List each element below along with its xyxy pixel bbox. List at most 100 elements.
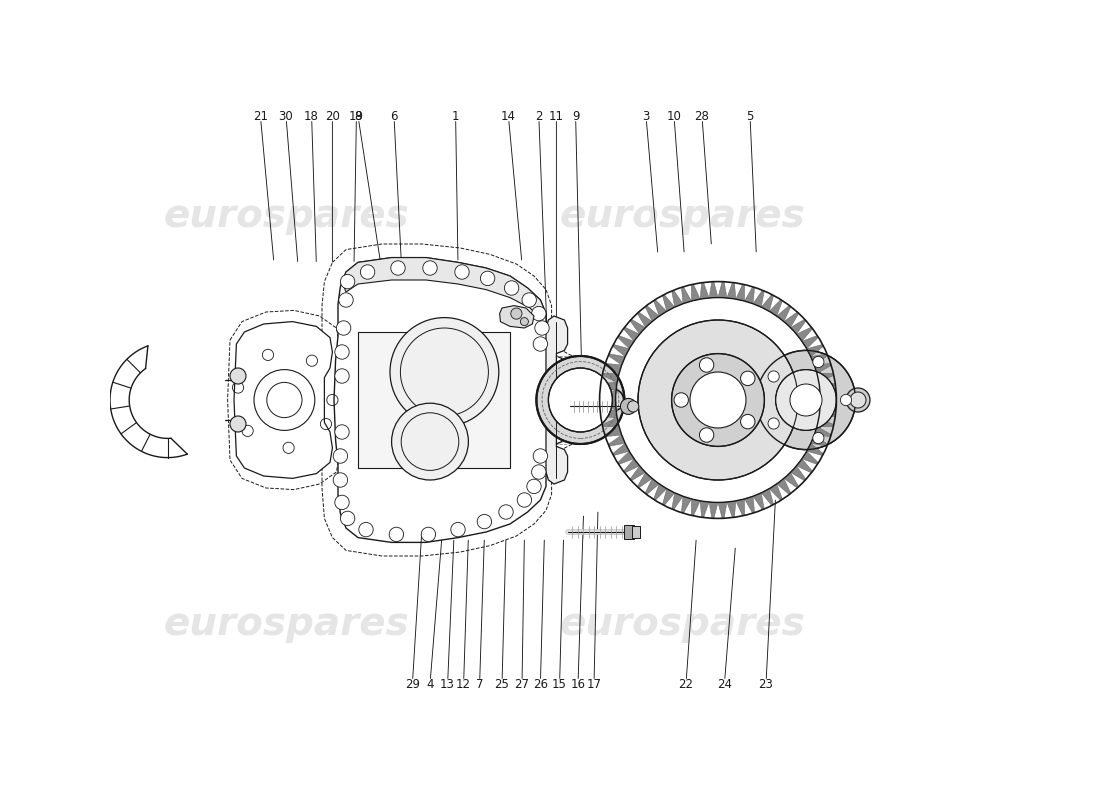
Polygon shape: [546, 316, 568, 484]
Circle shape: [421, 527, 436, 542]
Circle shape: [846, 388, 870, 412]
Text: 24: 24: [717, 678, 732, 690]
Text: 27: 27: [515, 678, 529, 690]
Text: 23: 23: [759, 678, 773, 690]
Polygon shape: [710, 502, 718, 518]
Polygon shape: [727, 501, 736, 518]
Circle shape: [520, 318, 528, 326]
Polygon shape: [681, 496, 692, 514]
Circle shape: [390, 261, 405, 275]
Circle shape: [510, 308, 522, 319]
Text: 12: 12: [456, 678, 471, 690]
Polygon shape: [662, 294, 674, 311]
Polygon shape: [817, 374, 834, 382]
Polygon shape: [818, 382, 836, 391]
Polygon shape: [499, 306, 534, 328]
Circle shape: [422, 261, 437, 275]
Polygon shape: [718, 282, 727, 298]
Circle shape: [549, 368, 613, 432]
Polygon shape: [811, 435, 828, 446]
Polygon shape: [769, 299, 782, 316]
Polygon shape: [637, 312, 652, 327]
Text: eurospares: eurospares: [559, 605, 805, 643]
Polygon shape: [602, 418, 619, 426]
Polygon shape: [613, 345, 629, 357]
Circle shape: [850, 392, 866, 408]
Circle shape: [690, 372, 746, 428]
Circle shape: [390, 318, 498, 426]
Circle shape: [340, 511, 355, 526]
Text: 20: 20: [324, 110, 340, 122]
Text: 1: 1: [452, 110, 460, 122]
Polygon shape: [745, 286, 755, 304]
Circle shape: [333, 449, 348, 463]
Polygon shape: [600, 391, 616, 400]
Polygon shape: [624, 525, 634, 539]
Circle shape: [392, 403, 469, 480]
Circle shape: [692, 400, 708, 416]
Polygon shape: [701, 282, 710, 299]
Polygon shape: [630, 319, 646, 334]
Polygon shape: [631, 526, 639, 538]
Circle shape: [481, 271, 495, 286]
Circle shape: [531, 306, 546, 321]
Polygon shape: [806, 443, 824, 455]
Polygon shape: [754, 290, 764, 307]
Circle shape: [740, 414, 755, 429]
Circle shape: [700, 358, 714, 372]
Polygon shape: [681, 286, 692, 304]
Text: 10: 10: [667, 110, 681, 122]
Polygon shape: [358, 332, 510, 468]
Circle shape: [672, 354, 764, 446]
Polygon shape: [802, 335, 818, 349]
Text: 25: 25: [495, 678, 509, 690]
Text: 7: 7: [476, 678, 483, 690]
Polygon shape: [662, 489, 674, 506]
Polygon shape: [769, 484, 782, 501]
Circle shape: [334, 495, 349, 510]
Text: 16: 16: [571, 678, 585, 690]
Text: 18: 18: [305, 110, 319, 122]
Text: 21: 21: [253, 110, 268, 122]
Text: 17: 17: [586, 678, 602, 690]
Text: 2: 2: [535, 110, 542, 122]
Polygon shape: [601, 409, 617, 418]
Circle shape: [334, 369, 349, 383]
Polygon shape: [710, 282, 718, 298]
Circle shape: [531, 465, 546, 479]
Circle shape: [389, 527, 404, 542]
Circle shape: [534, 449, 548, 463]
Polygon shape: [617, 335, 634, 349]
Circle shape: [337, 321, 351, 335]
Circle shape: [477, 514, 492, 529]
Text: 8: 8: [354, 110, 362, 122]
Polygon shape: [818, 409, 836, 418]
Circle shape: [451, 522, 465, 537]
Circle shape: [700, 402, 711, 414]
Polygon shape: [806, 345, 824, 357]
Polygon shape: [602, 374, 619, 382]
Circle shape: [628, 401, 639, 412]
Text: 22: 22: [679, 678, 693, 690]
Circle shape: [361, 265, 375, 279]
Text: 3: 3: [642, 110, 650, 122]
Circle shape: [333, 473, 348, 487]
Circle shape: [768, 371, 779, 382]
Circle shape: [334, 425, 349, 439]
Circle shape: [535, 321, 549, 335]
Circle shape: [527, 479, 541, 494]
Circle shape: [813, 433, 824, 444]
Polygon shape: [736, 284, 745, 301]
Circle shape: [537, 356, 625, 444]
Polygon shape: [817, 418, 834, 426]
Polygon shape: [613, 443, 629, 455]
Polygon shape: [701, 501, 710, 518]
Circle shape: [674, 393, 689, 407]
Polygon shape: [624, 327, 639, 342]
Polygon shape: [608, 354, 625, 365]
Text: 9: 9: [572, 110, 580, 122]
Polygon shape: [791, 466, 806, 481]
Polygon shape: [342, 258, 546, 320]
Circle shape: [700, 428, 714, 442]
Text: 4: 4: [427, 678, 433, 690]
